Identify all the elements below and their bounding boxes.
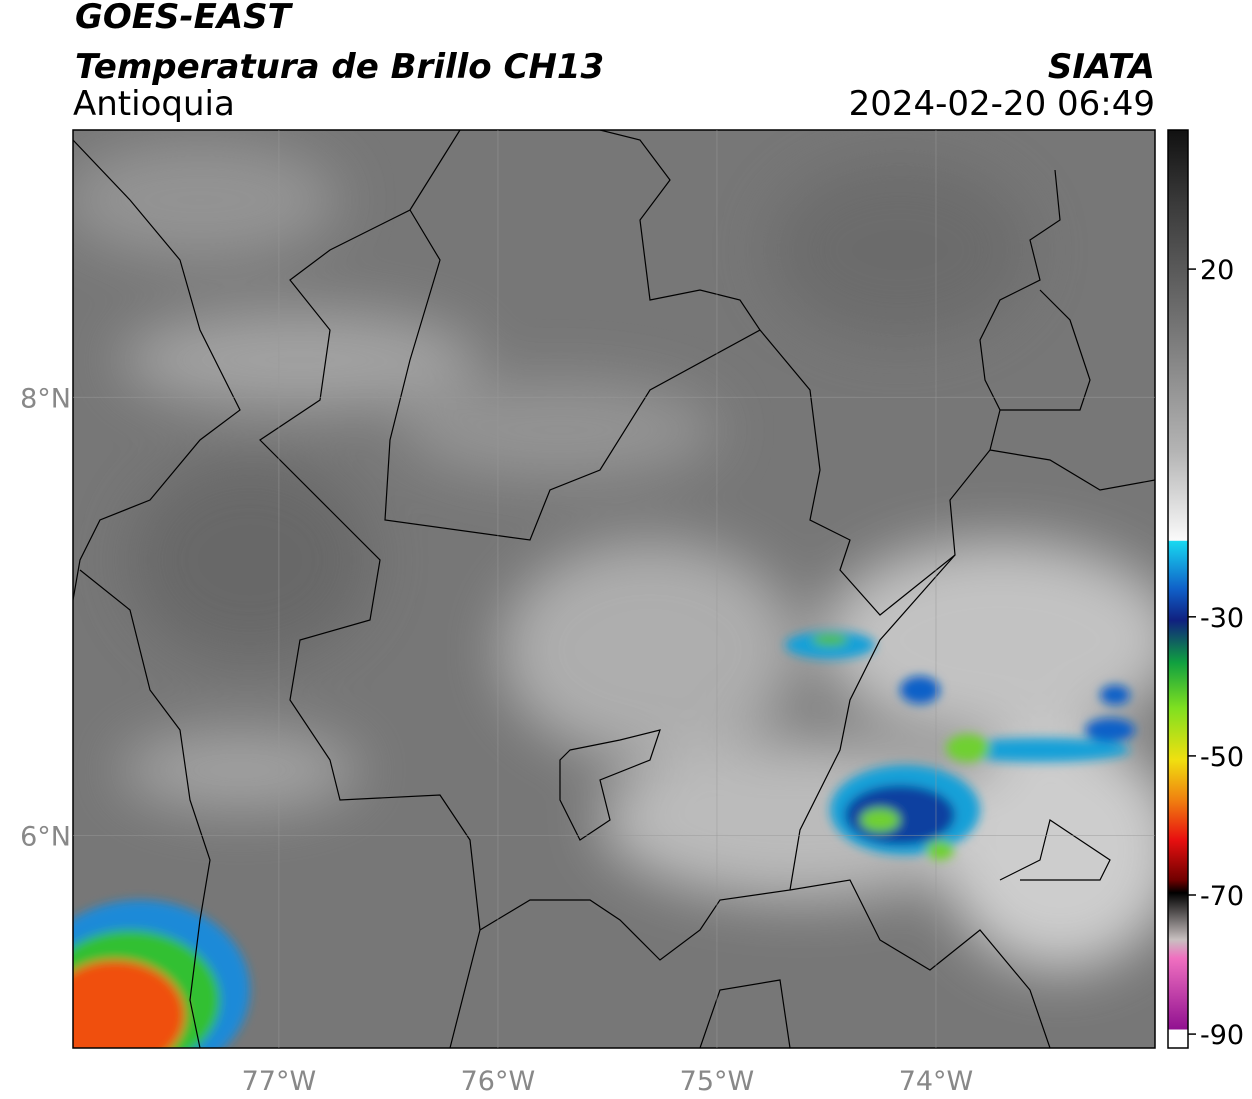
- colorbar: [1167, 129, 1189, 1049]
- y-tick-label: 8°N: [20, 383, 71, 414]
- colorbar-tick-label: -90: [1200, 1020, 1244, 1051]
- colorbar-tick-label: 20: [1200, 255, 1234, 286]
- x-tick-label: 75°W: [680, 1066, 755, 1097]
- colorbar-tick-label: -30: [1200, 603, 1244, 634]
- satellite-image: [73, 130, 1155, 1048]
- x-tick-label: 77°W: [242, 1066, 317, 1097]
- x-tick-label: 74°W: [899, 1066, 974, 1097]
- colorbar-tick-label: -50: [1200, 742, 1244, 773]
- region: Antioquia: [73, 84, 235, 124]
- colorbar-tick-label: -70: [1200, 881, 1244, 912]
- y-tick-label: 6°N: [20, 821, 71, 852]
- x-tick-label: 76°W: [461, 1066, 536, 1097]
- datetime: 2024-02-20 06:49: [849, 84, 1155, 124]
- map-frame: [72, 129, 1156, 1049]
- title: GOES-EAST: [75, 0, 294, 37]
- borders: [73, 130, 1155, 1048]
- source: SIATA: [1048, 47, 1155, 87]
- subtitle: Temperatura de Brillo CH13: [75, 47, 604, 87]
